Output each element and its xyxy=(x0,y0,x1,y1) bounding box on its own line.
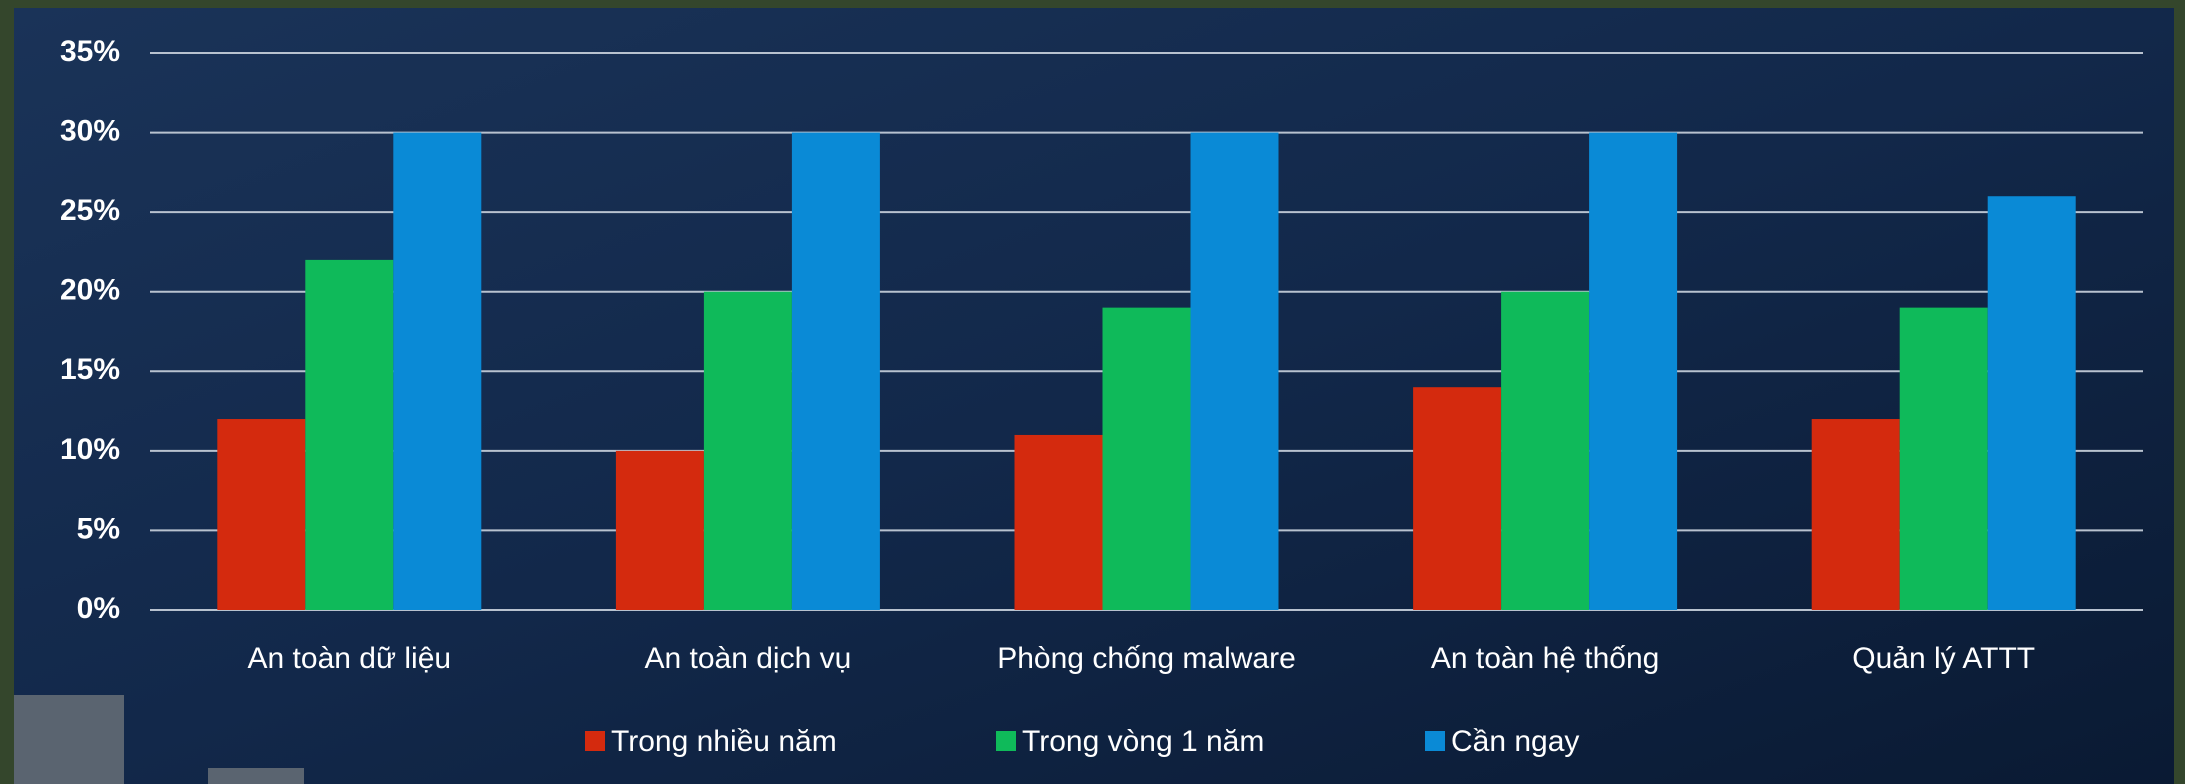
bar xyxy=(704,292,792,610)
legend-swatch xyxy=(585,731,605,751)
legend-swatch xyxy=(996,731,1016,751)
y-tick-label: 0% xyxy=(77,592,120,625)
bar xyxy=(1413,387,1501,610)
bar xyxy=(1988,196,2076,610)
bar xyxy=(1900,308,1988,610)
y-tick-label: 30% xyxy=(60,114,120,147)
bar xyxy=(393,133,481,610)
corner-thumbnail xyxy=(208,768,304,784)
bar xyxy=(1589,133,1677,610)
legend-label: Trong nhiều năm xyxy=(611,725,837,758)
legend-swatch xyxy=(1425,731,1445,751)
y-tick-label: 15% xyxy=(60,353,120,386)
y-tick-label: 35% xyxy=(60,35,120,68)
y-tick-label: 5% xyxy=(77,512,120,545)
x-tick-label: An toàn hệ thống xyxy=(1431,642,1660,675)
legend-label: Cần ngay xyxy=(1451,725,1579,758)
y-tick-label: 10% xyxy=(60,433,120,466)
corner-thumbnail xyxy=(14,695,124,784)
y-tick-label: 25% xyxy=(60,194,120,227)
legend-label: Trong vòng 1 năm xyxy=(1022,725,1264,758)
bar xyxy=(1103,308,1191,610)
bar xyxy=(217,419,305,610)
bar xyxy=(1191,133,1279,610)
y-tick-label: 20% xyxy=(60,274,120,307)
x-tick-label: An toàn dữ liệu xyxy=(248,642,452,675)
chart: 0% 5% 10% 15% 20% 25% 30% 35% An toàn dữ liệu An … xyxy=(0,0,2185,784)
bar xyxy=(1015,435,1103,610)
bar xyxy=(305,260,393,610)
bar xyxy=(792,133,880,610)
bar xyxy=(616,451,704,610)
x-tick-label: Phòng chống malware xyxy=(997,642,1296,675)
x-tick-label: An toàn dịch vụ xyxy=(644,642,851,675)
x-tick-label: Quản lý ATTT xyxy=(1852,642,2035,675)
bar xyxy=(1812,419,1900,610)
bar xyxy=(1501,292,1589,610)
